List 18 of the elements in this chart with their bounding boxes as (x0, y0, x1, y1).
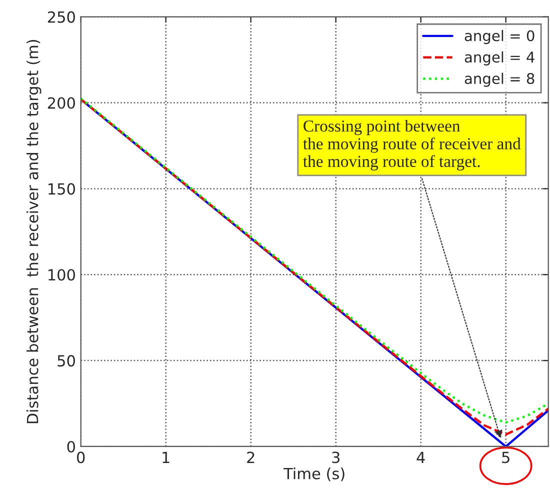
legend-label: angel = 4 (464, 51, 534, 66)
y-tick-label: 150 (48, 183, 75, 195)
x-tick-label: 2 (247, 452, 254, 463)
legend-label: angel = 0 (464, 30, 534, 44)
y-tick-label: 0 (67, 440, 75, 453)
x-axis-title: Time (s) (283, 468, 344, 482)
x-tick-label: 1 (162, 452, 170, 463)
x-tick-label: 3 (332, 452, 340, 464)
y-tick-label: 50 (58, 355, 75, 367)
legend-label: angel = 8 (464, 72, 534, 87)
y-tick-label: 200 (48, 97, 75, 109)
y-tick-label: 100 (48, 269, 75, 281)
x-tick-label: 5 (502, 452, 510, 464)
annotation: Crossing point between the moving route of receiver and the moving route of target. (303, 120, 521, 170)
x-tick-label: 4 (416, 452, 425, 463)
y-axis-title: Distance between the receiver and the target (m) (26, 40, 42, 424)
y-tick-label: 250 (48, 11, 75, 23)
x-tick-label: 0 (76, 452, 85, 464)
